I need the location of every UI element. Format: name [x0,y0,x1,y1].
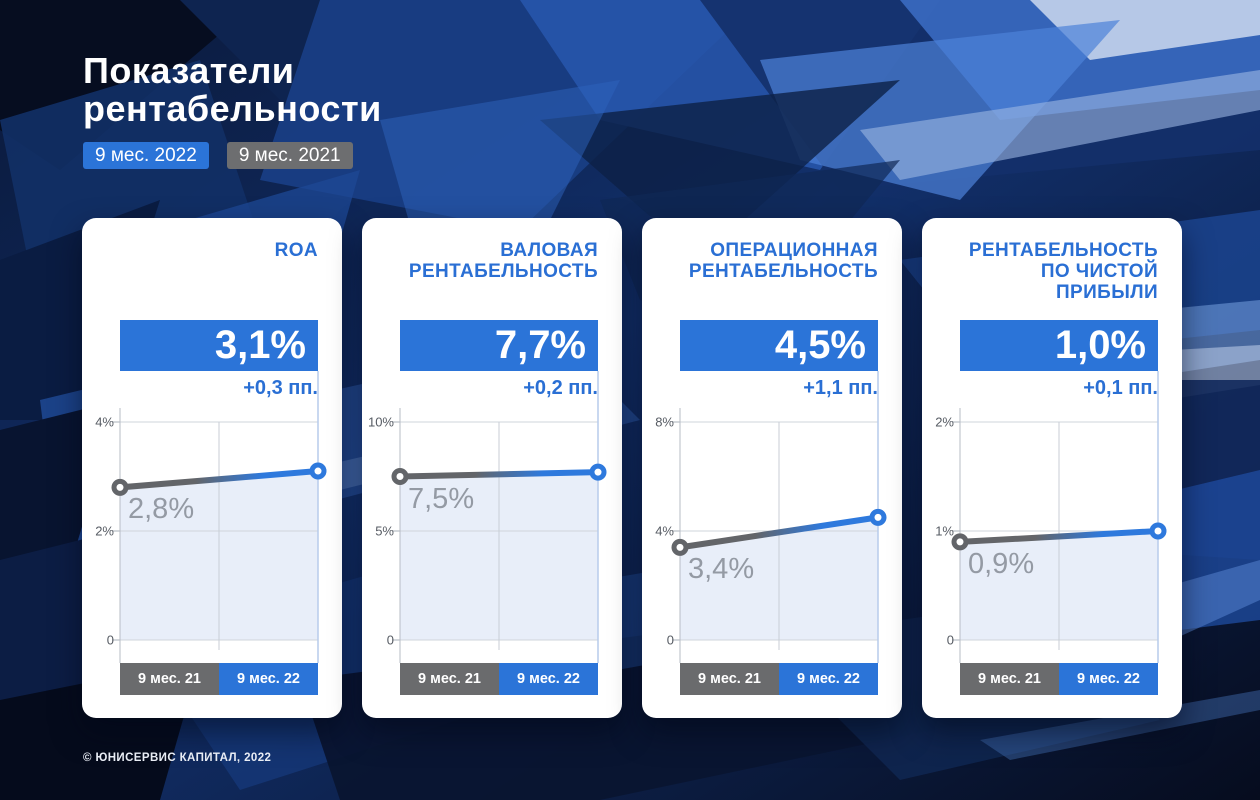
current-value-bar: 7,7% [400,320,598,371]
y-tick-zero: 0 [106,632,114,648]
x-label-previous: 9 мес. 21 [960,663,1059,695]
current-value-bar: 1,0% [960,320,1158,371]
cards-row: ROA 3,1% +0,3 пп. 4% 2% 0 2,8% 9 мес. 21… [82,218,1182,718]
metric-card-gross-margin: ВАЛОВАЯ РЕНТАБЕЛЬНОСТЬ 7,7% +0,2 пп. 10%… [362,218,622,718]
y-tick-zero: 0 [386,632,394,648]
y-tick-mid: 4% [655,523,674,539]
page-title: Показатели рентабельности [83,52,382,128]
line-chart [111,371,327,663]
line-chart [951,371,1167,663]
delta-label: +0,3 пп. [243,377,318,399]
x-label-previous: 9 мес. 21 [120,663,219,695]
x-axis-labels: 9 мес. 21 9 мес. 22 [680,663,878,695]
x-axis-labels: 9 мес. 21 9 мес. 22 [400,663,598,695]
metric-title: ВАЛОВАЯ РЕНТАБЕЛЬНОСТЬ [408,240,598,282]
legend-label-2022: 9 мес. 2022 [95,144,197,166]
y-tick-mid: 2% [95,523,114,539]
y-tick-mid: 5% [375,523,394,539]
x-label-current: 9 мес. 22 [219,663,318,695]
previous-value-label: 2,8% [128,493,195,526]
line-chart [391,371,607,663]
y-tick-max: 2% [935,414,954,430]
page-title-line2: рентабельности [83,88,382,129]
metric-card-operating-margin: ОПЕРАЦИОННАЯ РЕНТАБЕЛЬНОСТЬ 4,5% +1,1 пп… [642,218,902,718]
y-tick-zero: 0 [666,632,674,648]
current-value: 3,1% [214,323,306,367]
y-tick-max: 4% [95,414,114,430]
metric-card-roa: ROA 3,1% +0,3 пп. 4% 2% 0 2,8% 9 мес. 21… [82,218,342,718]
x-label-previous: 9 мес. 21 [400,663,499,695]
previous-value-label: 0,9% [968,547,1035,580]
legend-badge-2021: 9 мес. 2021 [226,142,353,169]
legend-badge-2022: 9 мес. 2022 [83,142,209,169]
x-axis-labels: 9 мес. 21 9 мес. 22 [960,663,1158,695]
metric-title: РЕНТАБЕЛЬНОСТЬ ПО ЧИСТОЙ ПРИБЫЛИ [968,240,1158,303]
legend: 9 мес. 2022 9 мес. 2021 [83,142,353,169]
current-value: 1,0% [1054,323,1146,367]
x-label-current: 9 мес. 22 [499,663,598,695]
x-label-previous: 9 мес. 21 [680,663,779,695]
delta-label: +1,1 пп. [803,377,878,399]
x-label-current: 9 мес. 22 [779,663,878,695]
x-axis-labels: 9 мес. 21 9 мес. 22 [120,663,318,695]
y-tick-max: 10% [367,414,394,430]
metric-card-net-margin: РЕНТАБЕЛЬНОСТЬ ПО ЧИСТОЙ ПРИБЫЛИ 1,0% +0… [922,218,1182,718]
copyright: © ЮНИСЕРВИС КАПИТАЛ, 2022 [83,752,272,764]
metric-title: ОПЕРАЦИОННАЯ РЕНТАБЕЛЬНОСТЬ [688,240,878,282]
metric-title: ROA [274,240,318,261]
y-tick-mid: 1% [935,523,954,539]
current-value: 4,5% [774,323,866,367]
x-label-current: 9 мес. 22 [1059,663,1158,695]
current-value: 7,7% [494,323,586,367]
current-value-bar: 4,5% [680,320,878,371]
line-chart [671,371,887,663]
delta-label: +0,1 пп. [1083,377,1158,399]
delta-label: +0,2 пп. [523,377,598,399]
y-tick-max: 8% [655,414,674,430]
current-value-bar: 3,1% [120,320,318,371]
page-title-line1: Показатели [83,50,295,91]
y-tick-zero: 0 [946,632,954,648]
previous-value-label: 7,5% [408,482,475,515]
legend-label-2021: 9 мес. 2021 [238,144,341,166]
previous-value-label: 3,4% [688,553,755,586]
